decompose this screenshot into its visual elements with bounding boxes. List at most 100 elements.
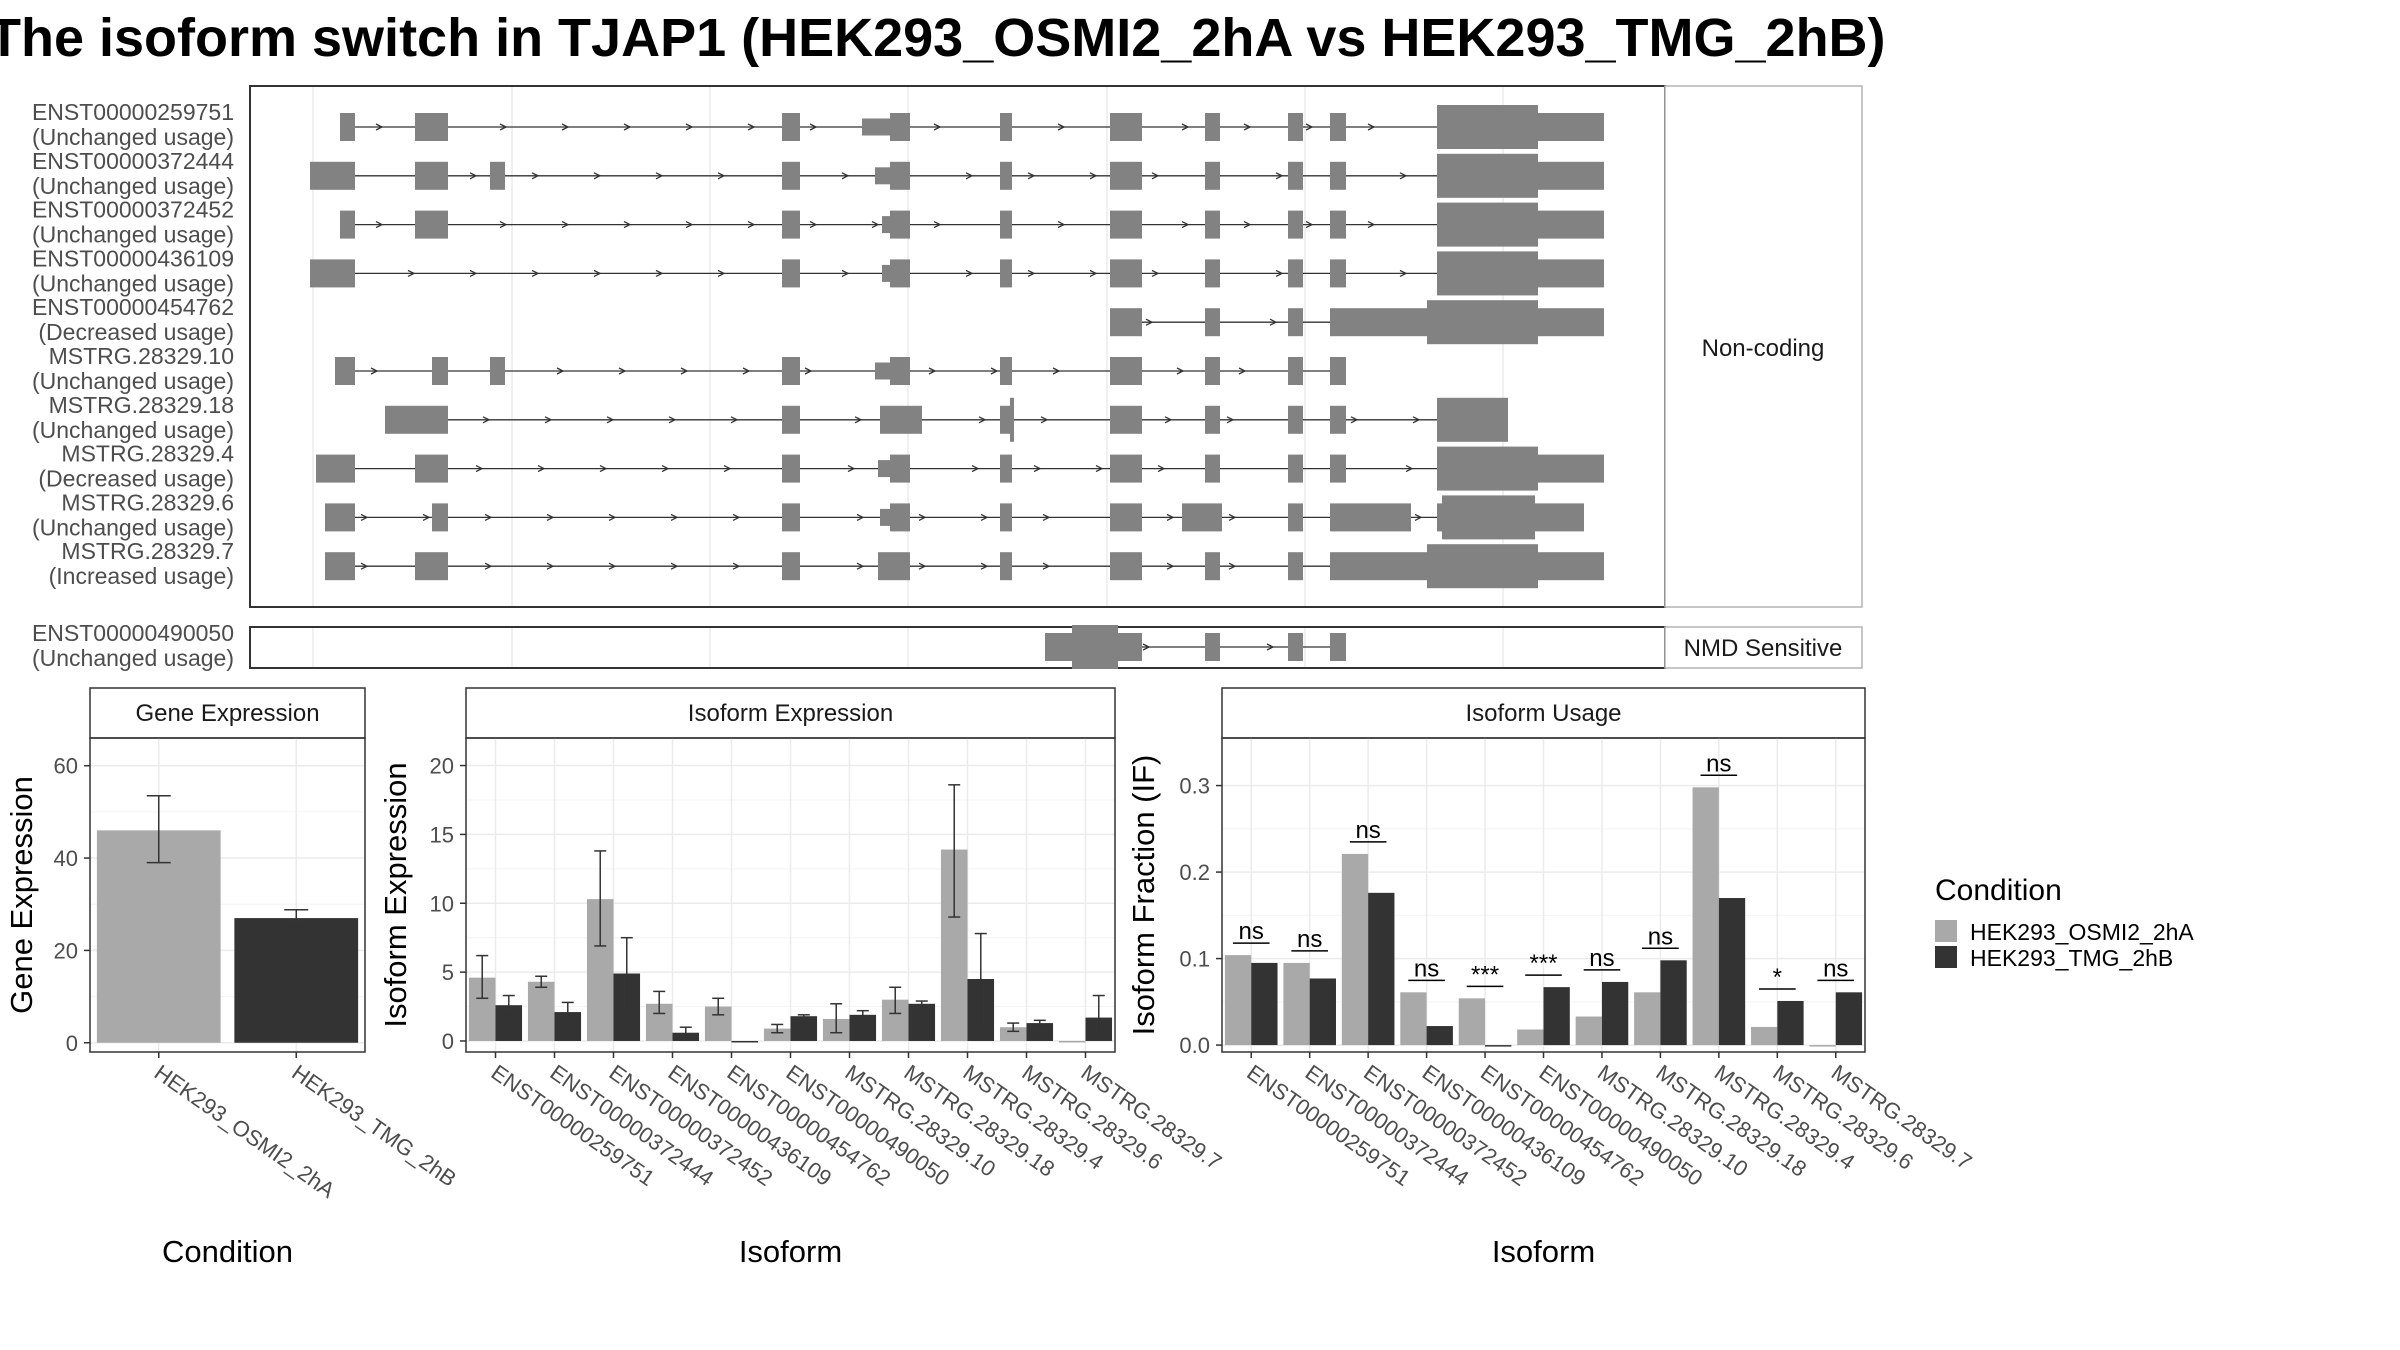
y-tick-label: 20	[54, 938, 78, 963]
exon	[1538, 308, 1604, 337]
exon	[310, 161, 355, 190]
direction-arrow	[1095, 465, 1104, 473]
direction-arrow	[1243, 221, 1252, 229]
significance-label: ***	[1471, 961, 1499, 988]
exon	[1538, 210, 1604, 239]
exon	[415, 113, 448, 141]
bar	[1309, 978, 1336, 1046]
direction-arrow	[1052, 367, 1061, 375]
bar	[1692, 787, 1719, 1046]
y-axis-title: Isoform Fraction (IF)	[1126, 755, 1161, 1036]
direction-arrow	[847, 465, 856, 473]
bar	[1426, 1026, 1453, 1046]
y-tick-label: 5	[442, 960, 454, 985]
direction-arrow	[546, 513, 555, 521]
transcript-id-label: ENST00000490050	[32, 620, 234, 646]
exon	[415, 210, 448, 239]
exon	[1288, 454, 1303, 483]
exon	[1330, 113, 1346, 141]
direction-arrow	[1151, 269, 1160, 277]
exon	[882, 264, 890, 282]
direction-arrow	[499, 123, 508, 131]
direction-arrow	[1166, 562, 1175, 570]
direction-arrow	[965, 172, 974, 180]
bar	[1751, 1026, 1778, 1046]
exon	[1288, 259, 1303, 288]
exon	[310, 259, 355, 288]
facet-label-nmd: NMD Sensitive	[1684, 635, 1843, 662]
exon	[1205, 259, 1220, 288]
transcript-usage-label: (Increased usage)	[49, 563, 234, 589]
direction-arrow	[1042, 562, 1051, 570]
exon	[385, 405, 448, 434]
exon	[1110, 503, 1142, 532]
direction-arrow	[841, 172, 850, 180]
panel-title: Gene Expression	[135, 700, 319, 727]
panel-title: Isoform Usage	[1465, 700, 1621, 727]
exon	[1330, 161, 1346, 190]
exon	[1288, 405, 1303, 434]
exon	[1110, 454, 1142, 483]
bar	[527, 981, 555, 1041]
significance-label: ***	[1529, 950, 1557, 977]
bar	[1601, 981, 1629, 1046]
direction-arrow	[670, 513, 679, 521]
significance-label: ns	[1239, 918, 1264, 945]
direction-arrow	[918, 513, 927, 521]
exon	[1538, 161, 1604, 190]
direction-arrow	[1226, 416, 1235, 424]
y-tick-label: 0.0	[1179, 1033, 1210, 1058]
transcript-id-label: MSTRG.28329.18	[49, 392, 234, 418]
direction-arrow	[1027, 172, 1036, 180]
exon	[1000, 113, 1012, 141]
direction-arrow	[747, 221, 756, 229]
transcript-id-label: ENST00000372452	[32, 197, 234, 223]
facet-label-noncoding: Non-coding	[1702, 335, 1825, 362]
direction-arrow	[1057, 123, 1066, 131]
exon	[1330, 405, 1346, 434]
direction-arrow	[482, 416, 491, 424]
direction-arrow	[730, 416, 739, 424]
direction-arrow	[1405, 465, 1414, 473]
y-tick-label: 0.1	[1179, 947, 1210, 972]
direction-arrow	[685, 221, 694, 229]
exon	[890, 259, 910, 288]
direction-arrow	[685, 123, 694, 131]
direction-arrow	[1305, 123, 1314, 131]
y-tick-label: 10	[430, 891, 454, 916]
legend-swatch-b	[1935, 946, 1957, 968]
direction-arrow	[680, 367, 689, 375]
exon	[1288, 161, 1303, 190]
direction-arrow	[1042, 513, 1051, 521]
exon	[1288, 503, 1303, 532]
direction-arrow	[593, 172, 602, 180]
exon	[325, 552, 355, 581]
transcript-usage-label: (Unchanged usage)	[32, 173, 234, 199]
exon	[1118, 633, 1142, 661]
direction-arrow	[1027, 269, 1036, 277]
exon	[1205, 454, 1220, 483]
exon	[782, 210, 800, 239]
bar	[1517, 1029, 1544, 1046]
legend-swatch-a	[1935, 920, 1957, 942]
exon	[340, 113, 355, 141]
panel-frame	[89, 737, 366, 1053]
panel-strip	[1221, 687, 1866, 739]
exon	[878, 460, 890, 478]
exon	[1538, 113, 1604, 141]
exon	[890, 357, 910, 385]
direction-arrow	[747, 123, 756, 131]
exon	[1288, 210, 1303, 239]
bar	[1660, 960, 1687, 1046]
exon	[1110, 259, 1142, 288]
exon	[415, 161, 448, 190]
transcript-model	[335, 357, 1346, 385]
direction-arrow	[871, 221, 880, 229]
direction-arrow	[623, 221, 632, 229]
direction-arrow	[1164, 416, 1173, 424]
exon	[782, 259, 800, 288]
exon	[1427, 300, 1538, 345]
bar	[1458, 998, 1486, 1046]
exon	[1110, 405, 1142, 434]
exon	[880, 405, 922, 434]
